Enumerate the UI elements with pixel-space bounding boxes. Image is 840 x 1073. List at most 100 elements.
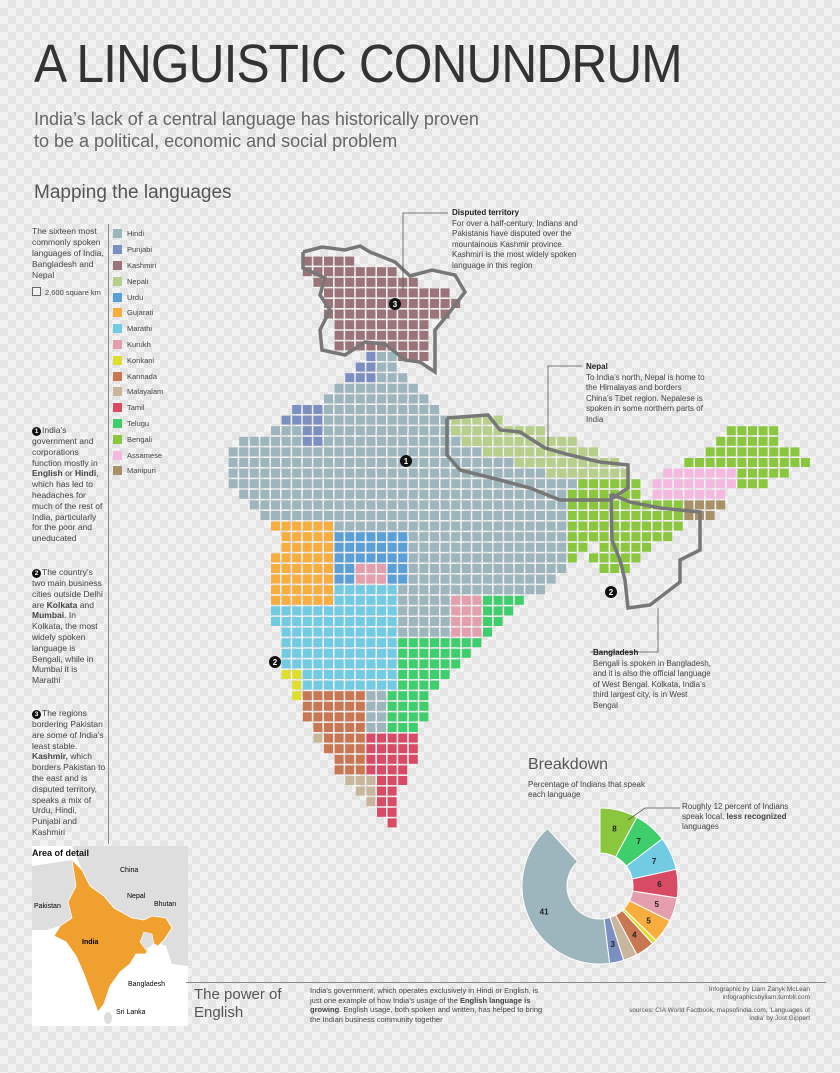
map-cell-punjabi (313, 436, 323, 446)
map-cell-bengali (737, 447, 747, 457)
legend-item-hindi: Hindi (113, 226, 163, 242)
map-cell-hindi (440, 532, 450, 542)
map-cell-bengali (631, 489, 641, 499)
map-cell-hindi (249, 447, 259, 457)
map-cell-nepali (610, 468, 620, 478)
map-cell-hindi (408, 574, 418, 584)
map-cell-bengali (578, 511, 588, 520)
map-cell-marathi (324, 648, 333, 658)
map-cell-hindi (419, 574, 429, 584)
map-cell-hindi (387, 373, 397, 383)
map-cell-kashmiri (324, 267, 333, 277)
map-cell-kashmiri (345, 309, 355, 319)
map-cell-bengali (599, 564, 609, 573)
map-cell-hindi (377, 383, 386, 393)
map-cell-hindi (483, 553, 492, 563)
map-cell-hindi (366, 436, 376, 446)
map-cell-tamil (387, 765, 397, 775)
map-cell-hindi (398, 468, 408, 478)
map-cell-bengali (620, 542, 630, 552)
map-cell-hindi (461, 521, 471, 531)
annotation-bangladesh-text: Bengali is spoken in Bangladesh, and it … (593, 658, 711, 710)
label-india: India (82, 939, 98, 946)
map-cell-telugu (408, 648, 418, 658)
map-cell-gujarati (271, 553, 280, 563)
map-cell-hindi (387, 394, 397, 404)
map-cell-gujarati (324, 521, 333, 531)
map-cell-bengali (652, 532, 662, 542)
legend-swatch (113, 245, 122, 255)
map-cell-punjabi (302, 405, 312, 414)
map-cell-hindi (525, 564, 535, 573)
map-cell-hindi (408, 606, 418, 616)
map-cell-hindi (377, 458, 386, 467)
map-cell-telugu (440, 659, 450, 669)
map-cell-tamil (387, 754, 397, 764)
map-cell-kurukh (366, 574, 376, 584)
map-cell-telugu (408, 691, 418, 701)
map-cell-kashmiri (387, 277, 397, 287)
map-cell-hindi (461, 500, 471, 510)
map-cell-hindi (451, 542, 461, 552)
map-cell-hindi (239, 436, 249, 446)
map-cell-marathi (345, 595, 355, 605)
map-cell-kashmiri (334, 330, 344, 340)
map-cell-punjabi (302, 415, 312, 425)
map-cell-marathi (366, 670, 376, 679)
map-cell-marathi (334, 680, 344, 690)
map-cell-marathi (302, 627, 312, 637)
map-cell-telugu (398, 680, 408, 690)
map-marker-icon: 3 (389, 298, 401, 310)
map-cell-telugu (387, 723, 397, 732)
map-cell-hindi (419, 617, 429, 626)
map-cell-bengali (567, 553, 577, 563)
map-cell-hindi (398, 489, 408, 499)
map-cell-hindi (271, 436, 280, 446)
map-cell-marathi (281, 659, 291, 669)
map-cell-hindi (228, 468, 238, 478)
map-cell-hindi (493, 500, 503, 510)
page-title: A LINGUISTIC CONUNDRUM (34, 34, 683, 94)
map-cell-marathi (302, 617, 312, 626)
map-cell-kannada (334, 744, 344, 754)
map-cell-hindi (271, 489, 280, 499)
map-cell-assamese (695, 468, 704, 478)
map-cell-kashmiri (334, 341, 344, 351)
map-cell-kannada (313, 701, 323, 711)
map-cell-kashmiri (377, 299, 386, 308)
map-cell-urdu (366, 553, 376, 563)
map-cell-telugu (419, 691, 429, 701)
map-cell-urdu (387, 553, 397, 563)
map-cell-telugu (408, 638, 418, 648)
legend-label: Hindi (127, 229, 145, 239)
map-cell-urdu (366, 532, 376, 542)
map-cell-marathi (377, 659, 386, 669)
map-cell-hindi (408, 542, 418, 552)
map-cell-hindi (408, 617, 418, 626)
map-cell-hindi (334, 468, 344, 478)
map-cell-kashmiri (440, 288, 450, 298)
map-cell-kashmiri (419, 299, 429, 308)
legend-swatch (113, 308, 122, 318)
map-cell-hindi (387, 500, 397, 510)
map-cell-tamil (387, 786, 397, 796)
map-cell-hindi (419, 500, 429, 510)
map-cell-hindi (493, 489, 503, 499)
disputed-leader-line (402, 212, 448, 290)
map-cell-kashmiri (387, 341, 397, 351)
map-cell-marathi (377, 627, 386, 637)
legend-label: Telugu (127, 418, 150, 428)
map-cell-hindi (419, 394, 429, 404)
map-cell-hindi (313, 500, 323, 510)
credit: Infographic by Liam Zanyk McLean infogra… (708, 986, 810, 1001)
map-cell-kashmiri (366, 309, 376, 319)
map-cell-gujarati (313, 542, 323, 552)
map-cell-hindi (355, 479, 365, 489)
map-cell-hindi (440, 553, 450, 563)
map-cell-gujarati (313, 553, 323, 563)
map-cell-kurukh (472, 606, 482, 616)
annotation-nepal-text: To India’s north, Nepal is home to the H… (586, 372, 705, 424)
map-cell-hindi (440, 627, 450, 637)
map-cell-hindi (440, 521, 450, 531)
map-cell-hindi (557, 542, 567, 552)
